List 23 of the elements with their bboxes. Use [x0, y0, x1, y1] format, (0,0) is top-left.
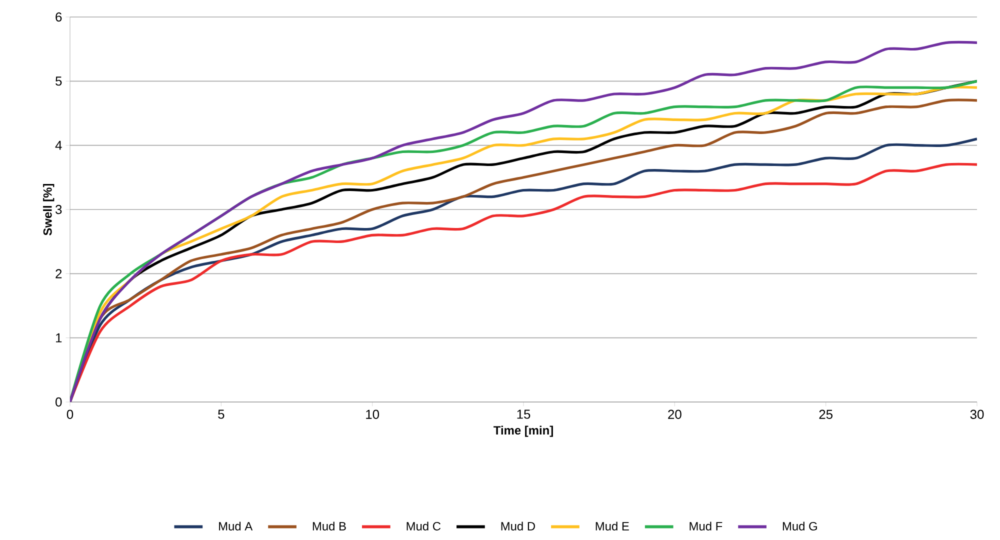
- legend-label: Mud B: [312, 522, 346, 530]
- x-tick-label: 20: [668, 410, 682, 419]
- legend-label: Mud E: [596, 522, 629, 530]
- x-tick-label: 10: [366, 410, 380, 419]
- x-tick-label: 15: [517, 410, 530, 419]
- legend-label: Mud C: [406, 522, 441, 530]
- y-tick-label: 5: [56, 76, 62, 86]
- y-tick-label: 2: [56, 269, 62, 278]
- legend-label: Mud D: [501, 522, 535, 530]
- x-tick-label: 5: [218, 410, 224, 419]
- y-tick-label: 0: [56, 397, 62, 407]
- x-axis-title: Time [min]: [494, 426, 553, 437]
- x-tick-label: 25: [819, 410, 832, 419]
- x-tick-label: 30: [970, 410, 984, 419]
- legend-label: Mud A: [219, 522, 253, 530]
- legend-label: Mud G: [782, 522, 817, 530]
- y-tick-label: 3: [56, 204, 62, 214]
- x-tick-label: 0: [66, 410, 74, 419]
- y-axis-title: Swell [%]: [43, 184, 54, 236]
- y-tick-label: 1: [56, 333, 62, 342]
- y-tick-label: 6: [56, 12, 62, 22]
- legend-label: Mud F: [690, 522, 722, 530]
- y-tick-label: 4: [55, 140, 62, 150]
